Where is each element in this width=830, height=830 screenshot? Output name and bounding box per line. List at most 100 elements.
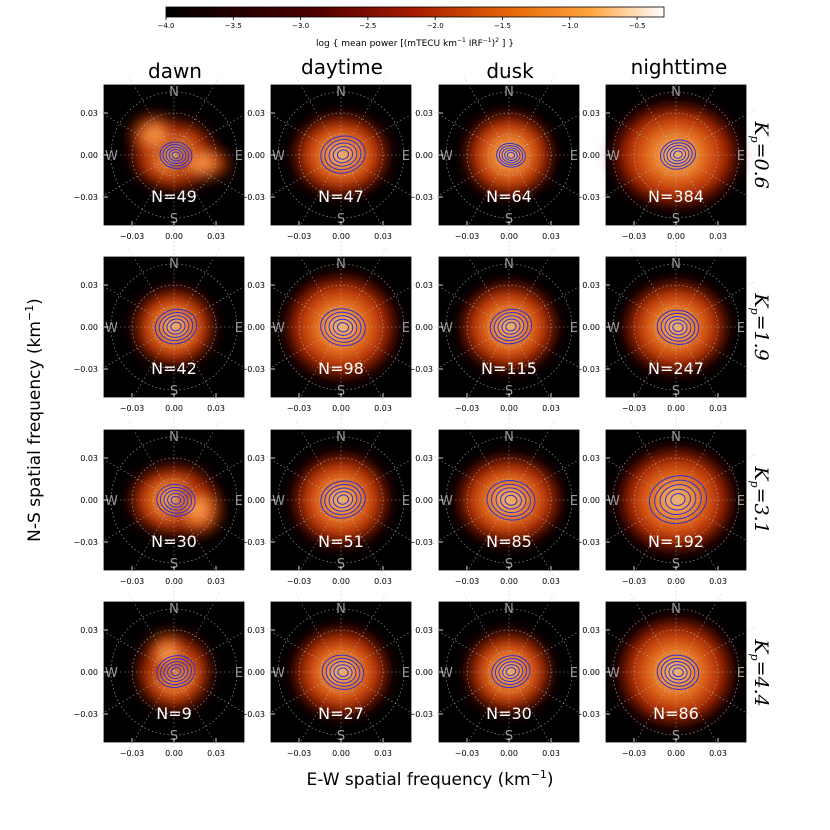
x-tick-label: −0.03 <box>120 232 145 241</box>
compass-north: N <box>169 85 179 100</box>
x-tick-label: 0.00 <box>500 404 518 413</box>
compass-east: E <box>235 149 243 164</box>
compass-west: W <box>272 321 285 336</box>
compass-west: W <box>440 494 453 509</box>
sample-count-label: N=30 <box>486 704 532 723</box>
power-contour <box>156 655 196 688</box>
x-tick-label: 0.03 <box>542 232 560 241</box>
panel-dawn-row-1: N S W E N=49 −0.03 0.00 0.03 0.03 0.00 −0.03 <box>73 65 264 245</box>
power-contour <box>321 654 365 690</box>
x-tick-label: 0.03 <box>374 404 392 413</box>
column-title-daytime: daytime <box>301 55 383 79</box>
panel-dusk-row-1: N S W E N=64 −0.03 0.00 0.03 0.03 0.00 −0.03 <box>408 65 599 245</box>
y-tick-label: −0.03 <box>575 710 600 719</box>
grid-circle <box>152 305 196 349</box>
power-contour <box>324 311 362 343</box>
power-contour <box>336 494 350 505</box>
heat-blob <box>289 450 393 550</box>
panel-dusk-row-3: N S W E N=85 −0.03 0.00 0.03 0.03 0.00 −0.03 <box>408 410 599 590</box>
grid-circle <box>319 133 363 177</box>
x-tick-label: 0.03 <box>709 232 727 241</box>
y-tick-label: −0.03 <box>408 193 433 202</box>
y-tick-label: 0.00 <box>247 323 265 332</box>
power-contour <box>654 479 702 520</box>
x-tick-label: 0.00 <box>332 577 350 586</box>
x-tick-label: 0.03 <box>542 577 560 586</box>
y-tick-label: −0.03 <box>240 193 265 202</box>
compass-south: S <box>505 212 513 227</box>
y-tick-label: 0.00 <box>582 151 600 160</box>
grid-circle <box>319 305 363 349</box>
panel-dusk-row-2: N S W E N=115 −0.03 0.00 0.03 0.03 0.00 −0.03 <box>408 237 599 417</box>
x-tick-label: −0.03 <box>455 404 480 413</box>
x-tick-label: 0.03 <box>709 577 727 586</box>
power-contour <box>159 141 193 169</box>
compass-west: W <box>607 666 620 681</box>
y-tick-label: −0.03 <box>408 365 433 374</box>
colorbar-tick-label: −2.5 <box>359 22 376 30</box>
power-heatmap <box>620 277 732 377</box>
x-tick-label: −0.03 <box>287 577 312 586</box>
x-tick-label: 0.00 <box>165 404 183 413</box>
power-contour <box>656 654 700 690</box>
sample-count-label: N=384 <box>648 187 704 206</box>
compass-east: E <box>235 666 243 681</box>
power-contour <box>163 661 189 683</box>
colorbar-tick-label: −1.5 <box>494 22 511 30</box>
power-contour <box>163 489 189 511</box>
power-heatmap <box>134 630 214 714</box>
sample-count-label: N=51 <box>318 532 364 551</box>
x-tick-label: −0.03 <box>622 232 647 241</box>
x-tick-label: −0.03 <box>120 749 145 758</box>
power-contour <box>491 483 531 517</box>
power-heatmap <box>614 614 738 730</box>
power-contour <box>324 484 362 516</box>
power-contour <box>328 315 358 340</box>
grid-circle <box>654 133 698 177</box>
sample-count-label: N=30 <box>151 532 197 551</box>
y-tick-label: 0.03 <box>247 626 265 635</box>
power-contour <box>162 144 190 167</box>
y-tick-label: −0.03 <box>240 538 265 547</box>
power-contour <box>501 318 521 335</box>
grid-circle <box>654 478 698 522</box>
compass-north: N <box>504 602 514 617</box>
sample-count-label: N=42 <box>151 359 197 378</box>
power-contour <box>324 139 362 171</box>
panel-dawn-row-4: N S W E N=9 −0.03 0.00 0.03 0.03 0.00 −0.03 <box>73 582 264 762</box>
kp-label-row-4: Kp=4.4 <box>748 638 772 706</box>
y-tick-label: −0.03 <box>73 193 98 202</box>
y-axis-label: N-S spatial frequency (km−1) <box>23 298 45 542</box>
power-contour <box>170 321 182 332</box>
x-tick-label: 0.00 <box>165 749 183 758</box>
grid-circle <box>654 650 698 694</box>
x-tick-label: −0.03 <box>287 404 312 413</box>
power-contour <box>486 480 536 521</box>
y-tick-label: −0.03 <box>575 538 600 547</box>
x-tick-label: 0.00 <box>667 749 685 758</box>
compass-north: N <box>671 602 681 617</box>
sample-count-label: N=85 <box>486 532 532 551</box>
compass-north: N <box>336 430 346 445</box>
y-tick-label: 0.00 <box>247 496 265 505</box>
heat-blob <box>614 614 738 730</box>
compass-south: S <box>672 557 680 572</box>
compass-west: W <box>105 666 118 681</box>
power-contour <box>668 664 688 681</box>
compass-west: W <box>272 494 285 509</box>
power-contour <box>659 484 697 515</box>
power-contour <box>500 491 522 510</box>
power-contour <box>648 475 708 524</box>
y-tick-label: 0.03 <box>582 281 600 290</box>
power-heatmap <box>457 279 561 375</box>
x-tick-label: 0.00 <box>165 577 183 586</box>
power-contour <box>669 147 687 162</box>
power-contour <box>666 144 690 165</box>
heat-blob <box>146 630 190 678</box>
sample-count-label: N=192 <box>648 532 704 551</box>
power-contour <box>664 661 692 684</box>
panel-daytime-row-4: N S W E N=27 −0.03 0.00 0.03 0.03 0.00 −0.03 <box>240 582 431 762</box>
colorbar-tick-label: −3.0 <box>292 22 309 30</box>
x-tick-label: 0.00 <box>667 232 685 241</box>
power-contour <box>159 658 192 686</box>
